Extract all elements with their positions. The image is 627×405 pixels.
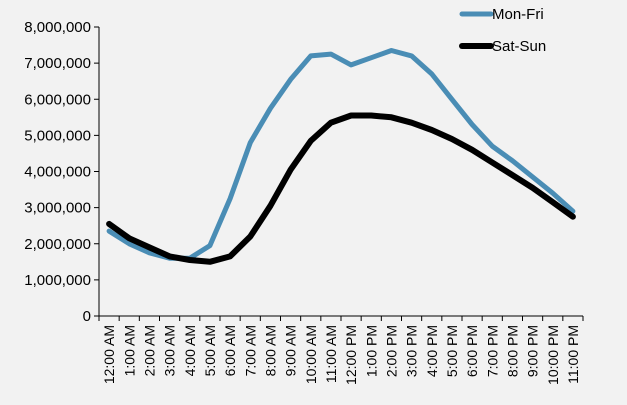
x-tick-label: 3:00 AM <box>162 325 178 376</box>
legend: Mon-Fri Sat-Sun <box>459 6 546 55</box>
y-tick-label: 7,000,000 <box>24 55 91 72</box>
x-tick-label: 5:00 AM <box>202 325 218 376</box>
x-tick-label: 12:00 AM <box>101 325 117 384</box>
x-tick-label: 8:00 PM <box>504 325 520 377</box>
y-tick-label: 4,000,000 <box>24 164 91 181</box>
x-tick-label: 4:00 PM <box>424 325 440 377</box>
series-line-mon-fri <box>106 48 576 261</box>
x-tick-label: 2:00 AM <box>141 325 157 376</box>
x-tick-label: 1:00 AM <box>121 325 137 376</box>
y-tick-label: 6,000,000 <box>24 91 91 108</box>
y-tick-label: 5,000,000 <box>24 127 91 144</box>
x-tick-label: 4:00 AM <box>182 325 198 376</box>
x-tick-label: 9:00 PM <box>525 325 541 377</box>
y-tick-label: 1,000,000 <box>24 272 91 289</box>
legend-label-mon-fri: Mon-Fri <box>492 6 544 23</box>
x-tick-label: 11:00 AM <box>323 325 339 383</box>
series-lines <box>106 48 576 265</box>
x-tick-label: 10:00 AM <box>303 325 319 384</box>
x-tick-label: 1:00 PM <box>363 325 379 377</box>
x-tick-label: 9:00 AM <box>283 325 299 376</box>
x-tick-label: 6:00 PM <box>464 325 480 377</box>
x-tick-label: 7:00 PM <box>484 325 500 377</box>
series-line-sat-sun <box>106 112 576 265</box>
x-tick-label: 12:00 PM <box>343 325 359 385</box>
x-tick-label: 2:00 PM <box>383 325 399 377</box>
x-tick-label: 8:00 AM <box>262 325 278 376</box>
x-tick-label: 7:00 AM <box>242 325 258 376</box>
x-axis-ticks: 12:00 AM 1:00 AM 2:00 AM 3:00 AM 4:00 AM 5:00… <box>98 316 584 385</box>
y-tick-label: 8,000,000 <box>24 19 91 36</box>
x-tick-label: 5:00 PM <box>444 325 460 377</box>
legend-label-sat-sun: Sat-Sun <box>492 38 546 55</box>
y-tick-label: 0 <box>83 308 91 325</box>
y-tick-label: 2,000,000 <box>24 236 91 253</box>
x-tick-label: 3:00 PM <box>404 325 420 377</box>
x-tick-label: 6:00 AM <box>222 325 238 376</box>
y-tick-label: 3,000,000 <box>24 200 91 217</box>
x-tick-label: 10:00 PM <box>545 325 561 385</box>
x-tick-label: 11:00 PM <box>565 325 581 384</box>
y-axis-ticks: 0 1,000,000 2,000,000 3,000,000 4,000,000 5,0… <box>24 19 99 325</box>
